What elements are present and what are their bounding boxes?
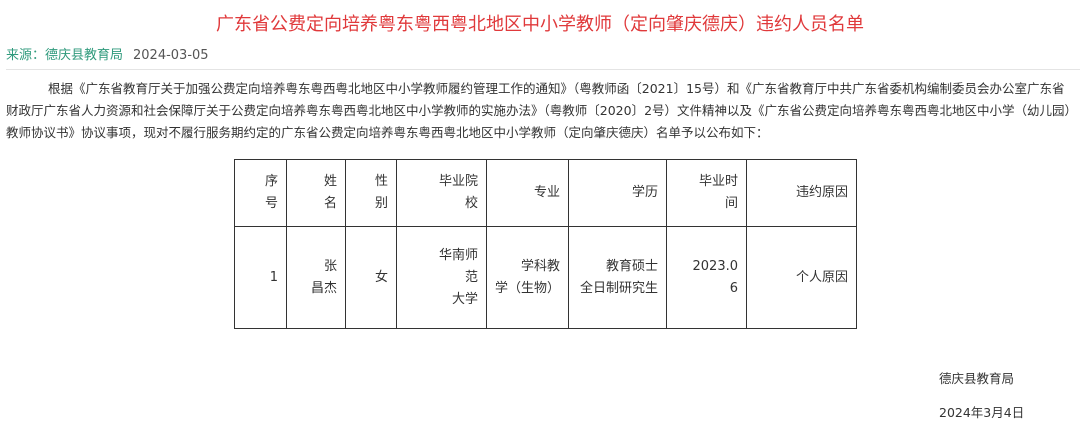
header-cell: 姓 名: [286, 159, 346, 227]
article-meta: 来源：德庆县教育局 2024-03-05: [6, 44, 209, 63]
cell-grad-time: 2023.0 6: [666, 226, 747, 329]
cell-degree: 教育硕士 全日制研究生: [568, 226, 667, 329]
cell-reason: 个人原因: [746, 226, 857, 329]
table-row: 1 张 昌杰 女 华南师 范 大学 学科教 学（生物） 教育硕士 全日制研究生 …: [234, 226, 857, 329]
cell-gender: 女: [345, 226, 397, 329]
cell-index: 1: [234, 226, 287, 329]
source-label: 来源：德庆县教育局: [6, 48, 124, 63]
cell-school: 华南师 范 大学: [396, 226, 487, 329]
divider: [6, 69, 1080, 70]
signature-date: 2024年3月4日: [939, 405, 1025, 420]
signature-org: 德庆县教育局: [939, 371, 1015, 386]
cell-name: 张 昌杰: [286, 226, 346, 329]
violators-table: 序 号 姓 名 性 别 毕业院 校 专业 学历 毕业时 间 违约原因 1 张 昌…: [234, 159, 857, 329]
header-cell: 毕业时 间: [666, 159, 747, 227]
page-title: 广东省公费定向培养粤东粤西粤北地区中小学教师（定向肇庆德庆）违约人员名单: [216, 14, 864, 35]
cell-major: 学科教 学（生物）: [486, 226, 569, 329]
header-cell: 专业: [486, 159, 569, 227]
header-cell: 学历: [568, 159, 667, 227]
header-cell: 性 别: [345, 159, 397, 227]
publish-date: 2024-03-05: [133, 48, 209, 63]
header-cell: 序 号: [234, 159, 287, 227]
header-cell: 毕业院 校: [396, 159, 487, 227]
body-paragraph: 根据《广东省教育厅关于加强公费定向培养粤东粤西粤北地区中小学教师履约管理工作的通…: [6, 81, 1071, 140]
header-cell: 违约原因: [746, 159, 857, 227]
table-header-row: 序 号 姓 名 性 别 毕业院 校 专业 学历 毕业时 间 违约原因: [234, 159, 857, 227]
